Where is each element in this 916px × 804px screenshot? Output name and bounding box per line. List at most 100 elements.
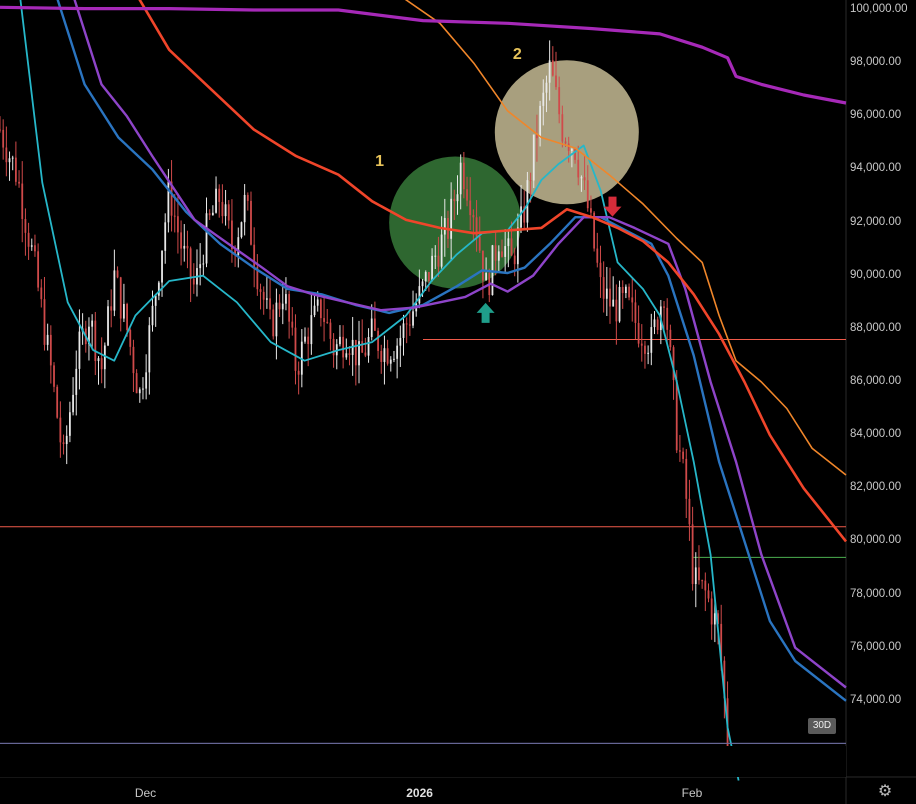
candle-body <box>567 143 570 151</box>
candle-body <box>40 287 43 300</box>
candle-body <box>574 149 576 160</box>
candle-body <box>367 337 370 356</box>
candle-body <box>466 189 468 201</box>
candle-body <box>208 213 211 216</box>
gear-icon[interactable]: ⚙ <box>877 783 893 800</box>
candle-body <box>294 327 297 371</box>
y-tick-label: 100,000.00 <box>850 2 908 15</box>
candle-body <box>345 353 348 358</box>
candle-body <box>21 183 24 220</box>
candle-body <box>237 237 240 256</box>
y-tick-label: 82,000.00 <box>850 481 902 494</box>
candle-body <box>59 417 62 443</box>
candle-body <box>386 348 389 364</box>
candle-body <box>605 288 608 299</box>
candle-body <box>259 289 262 292</box>
candle-body <box>672 347 675 381</box>
candle-body <box>631 297 634 303</box>
candle-body <box>27 232 30 247</box>
candle-body <box>148 325 151 373</box>
candle-body <box>704 580 707 591</box>
candle-body <box>56 386 59 418</box>
candle-body <box>507 238 510 247</box>
candle-body <box>145 372 148 389</box>
candle-body <box>424 271 427 282</box>
candle-body <box>615 299 618 322</box>
timeframe-badge[interactable]: 30D <box>808 718 836 734</box>
candle-body <box>135 373 138 394</box>
candle-body <box>46 334 49 345</box>
candle-body <box>669 329 672 348</box>
moving-average-line-2 <box>56 0 847 702</box>
candle-body <box>561 114 564 142</box>
moving-average-line-4 <box>138 0 848 543</box>
candle-body <box>532 134 535 181</box>
candle-body <box>34 245 36 252</box>
candle-body <box>281 303 284 310</box>
candle-body <box>297 370 300 375</box>
y-tick-label: 88,000.00 <box>850 321 902 334</box>
candle-body <box>713 613 716 625</box>
candle-body <box>183 245 186 249</box>
candle-body <box>231 220 233 250</box>
candle-body <box>285 294 287 304</box>
candle-body <box>516 227 519 265</box>
candle-body <box>526 180 529 223</box>
candle-body <box>501 251 503 257</box>
candle-body <box>161 250 163 283</box>
candle-body <box>456 194 459 202</box>
candle-body <box>91 320 94 327</box>
candle-body <box>510 238 513 256</box>
candle-body <box>167 181 170 223</box>
candle-body <box>291 321 294 328</box>
y-tick-label: 94,000.00 <box>850 162 902 175</box>
candle-body <box>243 194 246 223</box>
candle-body <box>332 338 335 356</box>
candle-body <box>621 286 624 294</box>
candle-body <box>113 270 116 311</box>
candle-body <box>402 323 405 338</box>
candle-body <box>326 321 329 323</box>
candle-body <box>647 352 650 354</box>
candle-body <box>656 319 659 330</box>
candle-body <box>14 157 17 182</box>
candle-body <box>218 188 221 202</box>
candle-body <box>548 60 551 83</box>
candle-body <box>110 306 113 311</box>
candle-body <box>523 206 526 223</box>
candle-body <box>189 248 192 279</box>
candle-body <box>49 334 52 366</box>
candle-body <box>265 298 268 300</box>
y-tick-label: 74,000.00 <box>850 693 902 706</box>
candle-body <box>580 177 583 179</box>
candle-body <box>0 129 1 131</box>
candle-body <box>5 147 8 163</box>
candle-body <box>94 320 97 362</box>
moving-average-line-1 <box>19 0 740 781</box>
candle-body <box>389 359 392 364</box>
y-tick-label: 76,000.00 <box>850 640 902 653</box>
candle-body <box>539 105 542 139</box>
candle-body <box>628 286 630 298</box>
candle-body <box>199 264 202 269</box>
candle-body <box>37 251 40 288</box>
candle-body <box>644 345 646 354</box>
candle-body <box>698 567 700 581</box>
candle-body <box>618 286 621 322</box>
arrow-up-icon <box>476 302 495 323</box>
arrow-down-icon <box>603 196 622 217</box>
candle-body <box>43 299 46 345</box>
moving-average-line-6 <box>0 5 847 105</box>
candle-body <box>679 450 681 452</box>
candle-body <box>596 248 599 263</box>
x-tick-label: Feb <box>681 786 703 800</box>
candle-body <box>412 311 414 326</box>
candle-body <box>205 213 208 264</box>
candle-body <box>383 348 386 362</box>
candle-body <box>173 215 176 217</box>
y-tick-label: 98,000.00 <box>850 56 902 69</box>
candle-body <box>720 623 723 661</box>
candle-body <box>440 234 443 267</box>
candle-body <box>72 394 74 413</box>
candle-body <box>450 198 453 239</box>
